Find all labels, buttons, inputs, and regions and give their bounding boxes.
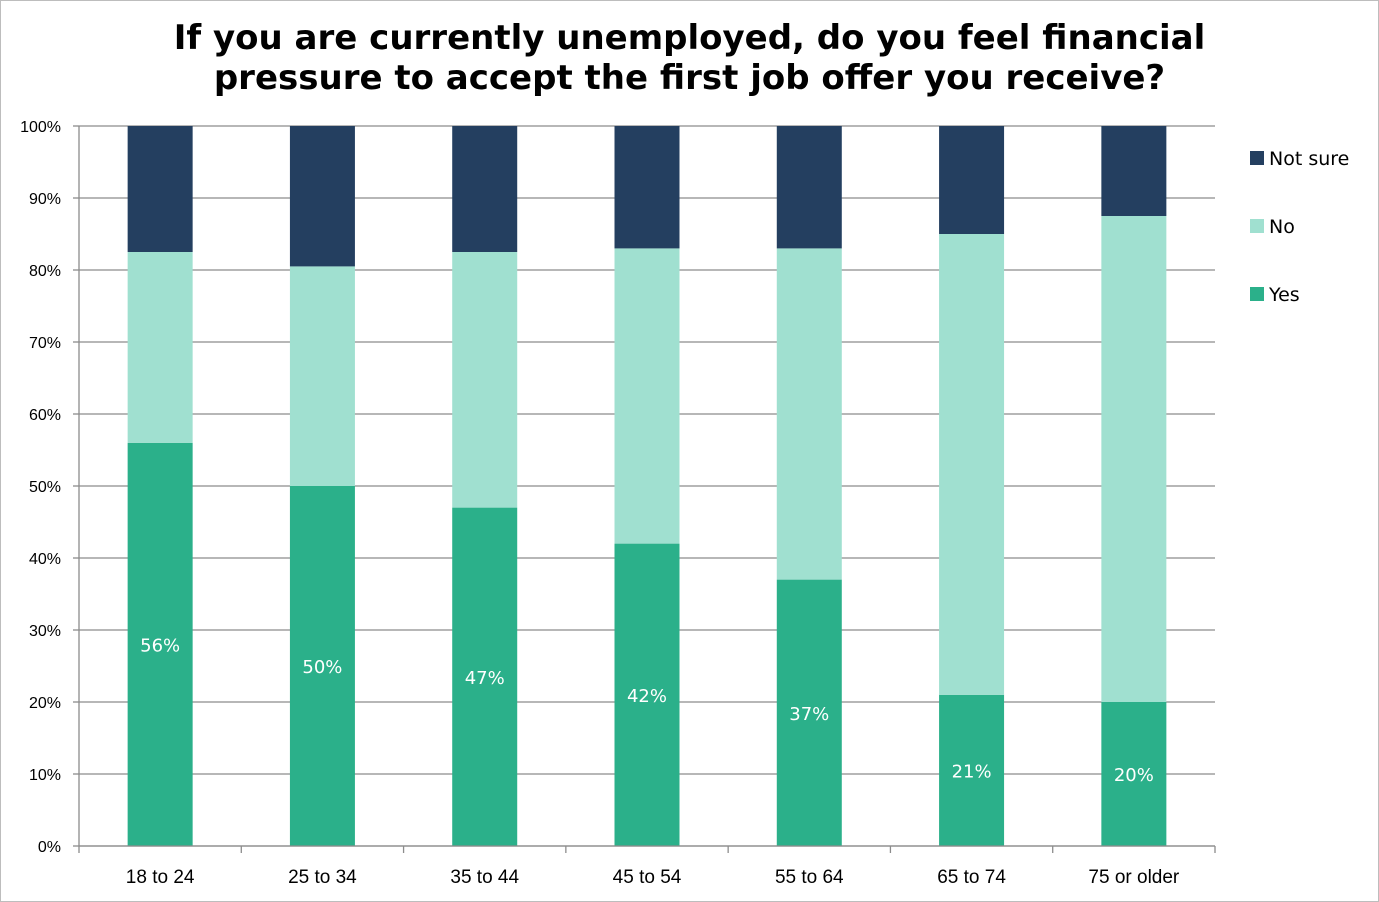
bar-not-sure (776, 126, 842, 249)
data-label: 21% (952, 761, 992, 782)
bar-yes (939, 694, 1005, 846)
legend-swatch (1250, 219, 1264, 233)
bar-not-sure (452, 126, 518, 252)
bar-not-sure (939, 126, 1005, 234)
y-tick-label: 10% (29, 767, 61, 784)
y-tick-label: 20% (29, 695, 61, 712)
bar-no (289, 266, 355, 486)
bar-not-sure (289, 126, 355, 267)
bar-yes (776, 579, 842, 846)
x-tick-label: 18 to 24 (126, 867, 195, 888)
data-label: 47% (465, 668, 505, 689)
bar-no (939, 234, 1005, 695)
data-label: 42% (627, 686, 667, 707)
y-tick-label: 100% (20, 119, 61, 136)
bar-no (1101, 216, 1167, 702)
bar-no (452, 252, 518, 508)
y-tick-label: 0% (38, 839, 61, 856)
data-label: 37% (789, 704, 829, 725)
bar-yes (127, 442, 193, 846)
y-tick-label: 90% (29, 191, 61, 208)
legend-swatch (1250, 287, 1264, 301)
legend-label: No (1269, 216, 1295, 238)
data-label: 20% (1114, 765, 1154, 786)
bar-no (776, 248, 842, 580)
bar-no (614, 248, 680, 544)
bar-yes (1101, 702, 1167, 846)
x-tick-label: 65 to 74 (937, 867, 1006, 888)
y-tick-label: 40% (29, 551, 61, 568)
bar-not-sure (1101, 126, 1167, 216)
bar-yes (289, 486, 355, 846)
x-tick-label: 45 to 54 (613, 867, 682, 888)
bar-not-sure (127, 126, 193, 252)
y-tick-label: 70% (29, 335, 61, 352)
bar-not-sure (614, 126, 680, 249)
x-tick-label: 55 to 64 (775, 867, 844, 888)
data-label: 56% (140, 635, 180, 656)
y-tick-label: 30% (29, 623, 61, 640)
bar-no (127, 252, 193, 443)
legend-swatch (1250, 151, 1264, 165)
legend-label: Not sure (1269, 148, 1349, 170)
y-tick-label: 80% (29, 263, 61, 280)
legend-label: Yes (1268, 284, 1300, 306)
chart-title: If you are currently unemployed, do you … (173, 18, 1206, 98)
x-tick-label: 35 to 44 (450, 867, 519, 888)
data-label: 50% (302, 657, 342, 678)
bar-yes (614, 543, 680, 846)
x-tick-label: 75 or older (1088, 867, 1180, 888)
y-tick-label: 50% (29, 479, 61, 496)
bar-yes (452, 507, 518, 846)
y-tick-label: 60% (29, 407, 61, 424)
x-tick-label: 25 to 34 (288, 867, 357, 888)
